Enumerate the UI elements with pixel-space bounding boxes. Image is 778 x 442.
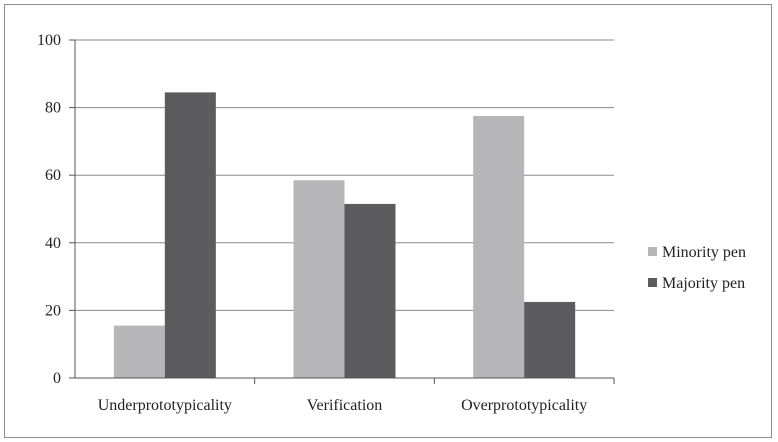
y-tick-labels: 0 20 40 60 80 100 [37,32,61,387]
legend-label: Minority pen [662,244,746,261]
bar-majority-pen-verification [344,203,396,378]
y-tick-label: 100 [37,32,61,49]
x-category-labels: Underprototypicality Verification Overprot… [98,397,588,414]
legend-swatch [648,278,657,287]
x-category-label: Overprototypicality [461,397,587,414]
bar-majority-pen-underprototypicality [164,92,216,378]
bar-minority-pen-overprototypicality [473,116,525,379]
bars [113,92,576,379]
y-tick-label: 20 [45,302,61,319]
bar-majority-pen-overprototypicality [524,301,576,378]
y-tick-label: 0 [53,370,61,387]
y-tick-label: 40 [45,235,61,252]
legend: Minority pen Majority pen [648,244,746,292]
x-category-label: Verification [307,397,383,414]
y-tick-label: 80 [45,100,61,117]
x-category-label: Underprototypicality [98,397,232,414]
bar-minority-pen-underprototypicality [113,325,165,378]
legend-swatch [648,247,657,256]
bar-minority-pen-verification [293,180,345,378]
legend-label: Majority pen [662,275,745,292]
y-tick-label: 60 [45,167,61,184]
axes [69,39,615,384]
